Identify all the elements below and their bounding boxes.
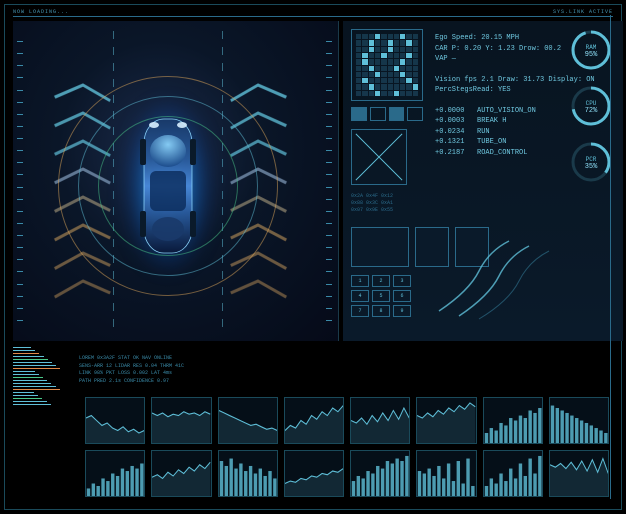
keypad-key[interactable]: 3 bbox=[393, 275, 411, 287]
top-bar: NOW LOADING... SYS.LINK ACTIVE bbox=[13, 7, 613, 17]
mini-chart bbox=[549, 397, 609, 444]
tick-scale-right bbox=[326, 41, 334, 321]
readout-text-block: LOREM 0x3A2F STAT OK NAV ONLINESENS-ARR … bbox=[79, 355, 319, 385]
keypad-key[interactable]: 4 bbox=[351, 290, 369, 302]
indicator-box bbox=[389, 107, 405, 121]
vehicle-view-panel bbox=[13, 21, 339, 341]
data-panel: Ego Speed: 20.15 MPHCAR P: 0.20 Y: 1.23 … bbox=[343, 21, 623, 341]
gauge-label: RAM bbox=[586, 44, 597, 51]
chart-strip bbox=[85, 397, 609, 497]
keypad: 123 456 789 bbox=[351, 275, 411, 317]
mini-chart bbox=[350, 450, 410, 497]
readout-line: LINK 98% PKT LOSS 0.002 LAT 4ms bbox=[79, 370, 319, 378]
readout-line: SENS-ARR 12 LIDAR RES 0.04 THRM 41C bbox=[79, 363, 319, 371]
ego-vehicle bbox=[136, 111, 200, 261]
mini-chart bbox=[85, 397, 145, 444]
frame-edge-right bbox=[610, 15, 611, 499]
chart-row-1 bbox=[85, 397, 609, 444]
indicator-box bbox=[407, 107, 423, 121]
thumbnail[interactable] bbox=[351, 227, 409, 267]
mini-chart bbox=[151, 450, 211, 497]
mini-chart bbox=[218, 450, 278, 497]
keypad-key[interactable]: 7 bbox=[351, 305, 369, 317]
keypad-key[interactable]: 2 bbox=[372, 275, 390, 287]
chart-row-2 bbox=[85, 450, 609, 497]
keypad-key[interactable]: 5 bbox=[372, 290, 390, 302]
debug-text-block: 0x2A 0x4F 0x120x88 0x3C 0xA10x07 0x9E 0x… bbox=[351, 193, 421, 214]
mini-chart bbox=[549, 450, 609, 497]
keypad-key[interactable]: 8 bbox=[372, 305, 390, 317]
gauge-ram: RAM 95% bbox=[567, 29, 615, 71]
mini-chart bbox=[218, 397, 278, 444]
gauge-label: CPU bbox=[586, 100, 597, 107]
gauge-column: RAM 95% CPU 72% PCR 35% bbox=[567, 29, 619, 183]
mini-chart bbox=[483, 450, 543, 497]
gauge-cpu: CPU 72% bbox=[567, 85, 615, 127]
mini-chart bbox=[416, 397, 476, 444]
keypad-key[interactable]: 6 bbox=[393, 290, 411, 302]
mini-chart bbox=[284, 397, 344, 444]
matrix-grid-widget bbox=[351, 29, 423, 101]
mini-chart bbox=[483, 397, 543, 444]
indicator-box bbox=[351, 107, 367, 121]
gauge-value: 95% bbox=[585, 51, 598, 59]
topbar-left-text: NOW LOADING... bbox=[13, 9, 69, 15]
readout-line: PATH PRED 2.1s CONFIDENCE 0.97 bbox=[79, 378, 319, 386]
gauge-label: PCR bbox=[586, 156, 597, 163]
mini-chart bbox=[416, 450, 476, 497]
mini-chart bbox=[284, 450, 344, 497]
mini-chart bbox=[350, 397, 410, 444]
gauge-value: 35% bbox=[585, 163, 598, 171]
left-readout-bars bbox=[13, 345, 73, 465]
mini-chart bbox=[151, 397, 211, 444]
gauge-pcr: PCR 35% bbox=[567, 141, 615, 183]
mini-chart bbox=[85, 450, 145, 497]
crosshair-widget bbox=[351, 129, 407, 185]
readout-line: LOREM 0x3A2F STAT OK NAV ONLINE bbox=[79, 355, 319, 363]
keypad-key[interactable]: 1 bbox=[351, 275, 369, 287]
gauge-value: 72% bbox=[585, 107, 598, 115]
road-curve-preview bbox=[429, 231, 559, 321]
sub-grid-indicators bbox=[351, 107, 423, 121]
indicator-box bbox=[370, 107, 386, 121]
keypad-key[interactable]: 9 bbox=[393, 305, 411, 317]
tick-scale-left bbox=[17, 41, 25, 321]
topbar-right-text: SYS.LINK ACTIVE bbox=[553, 9, 613, 15]
screen-frame: NOW LOADING... SYS.LINK ACTIVE bbox=[4, 4, 622, 510]
